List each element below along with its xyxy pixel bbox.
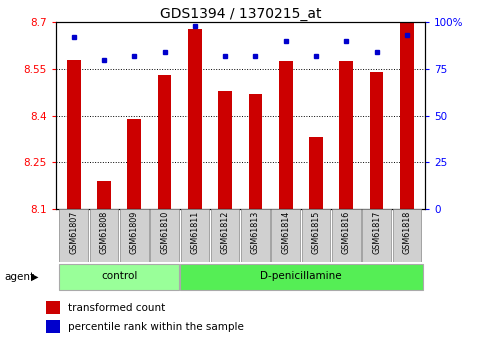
Bar [362, 209, 391, 262]
Bar [249, 94, 262, 209]
Text: GSM61815: GSM61815 [312, 211, 321, 255]
Bar [370, 72, 384, 209]
Text: GSM61812: GSM61812 [221, 211, 229, 255]
Text: agent: agent [5, 272, 35, 282]
Text: GSM61809: GSM61809 [130, 211, 139, 255]
Bar [150, 209, 179, 262]
Text: GSM61816: GSM61816 [342, 211, 351, 254]
Text: GSM61814: GSM61814 [281, 211, 290, 254]
Text: ▶: ▶ [31, 272, 39, 282]
Text: transformed count: transformed count [68, 303, 165, 313]
Bar [188, 29, 202, 209]
Bar [393, 209, 421, 262]
Bar [181, 209, 209, 262]
Bar [58, 264, 179, 290]
Bar [279, 61, 293, 209]
Text: GSM61817: GSM61817 [372, 211, 381, 255]
Bar [309, 137, 323, 209]
Bar [46, 321, 60, 333]
Text: GSM61808: GSM61808 [99, 211, 109, 254]
Bar [218, 91, 232, 209]
Text: percentile rank within the sample: percentile rank within the sample [68, 322, 243, 332]
Title: GDS1394 / 1370215_at: GDS1394 / 1370215_at [159, 7, 321, 21]
Text: GSM61807: GSM61807 [69, 211, 78, 255]
Bar [158, 75, 171, 209]
Bar [340, 61, 353, 209]
Text: GSM61810: GSM61810 [160, 211, 169, 254]
Bar [400, 22, 413, 209]
Bar [120, 209, 149, 262]
Bar [302, 209, 330, 262]
Bar [332, 209, 360, 262]
Bar [180, 264, 423, 290]
Text: GSM61811: GSM61811 [190, 211, 199, 254]
Text: GSM61818: GSM61818 [402, 211, 412, 254]
Bar [46, 302, 60, 314]
Text: D-penicillamine: D-penicillamine [260, 271, 341, 281]
Bar [211, 209, 240, 262]
Bar [59, 209, 88, 262]
Bar [241, 209, 270, 262]
Text: control: control [101, 271, 137, 281]
Text: GSM61813: GSM61813 [251, 211, 260, 254]
Bar [67, 60, 81, 209]
Bar [90, 209, 118, 262]
Bar [271, 209, 300, 262]
Bar [97, 181, 111, 209]
Bar [128, 119, 141, 209]
